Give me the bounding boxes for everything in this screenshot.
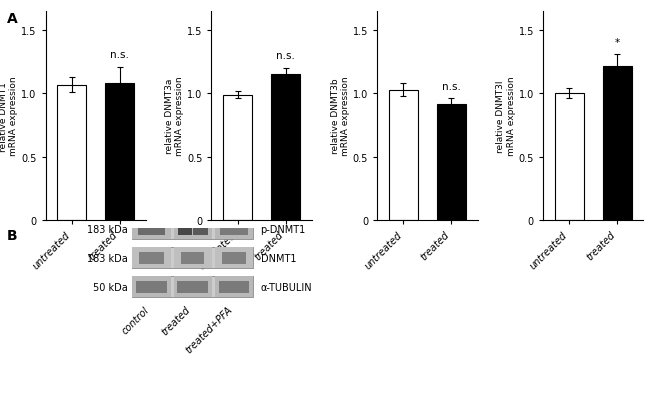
Text: n.s.: n.s. (442, 82, 461, 92)
Bar (389, 90, 418, 221)
Y-axis label: relative DNMT3l
mRNA expression: relative DNMT3l mRNA expression (497, 77, 516, 156)
Text: *: * (615, 37, 619, 47)
Bar (224, 95, 252, 221)
Bar (181, 253, 204, 264)
Y-axis label: relative DNMT3a
mRNA expression: relative DNMT3a mRNA expression (164, 77, 184, 156)
Text: n.s.: n.s. (111, 50, 129, 60)
Bar (222, 253, 246, 264)
Bar (138, 224, 165, 235)
Bar (139, 253, 164, 264)
Bar (178, 224, 192, 235)
Text: 183 kDa: 183 kDa (86, 225, 127, 234)
Bar (220, 224, 248, 235)
Text: A: A (6, 12, 18, 26)
Bar (193, 224, 208, 235)
Bar (133, 277, 170, 298)
Bar (555, 94, 584, 221)
Bar (133, 248, 170, 269)
Bar (133, 248, 253, 269)
Text: treated+PFA: treated+PFA (183, 304, 234, 354)
Bar (133, 219, 170, 240)
Bar (215, 248, 253, 269)
Y-axis label: relative DNMT3b
mRNA expression: relative DNMT3b mRNA expression (331, 77, 350, 156)
Bar (133, 277, 253, 298)
Bar (174, 277, 212, 298)
Bar (174, 219, 212, 240)
Text: DNMT1: DNMT1 (261, 253, 296, 263)
Bar (271, 75, 300, 221)
Text: B: B (6, 229, 17, 243)
Text: α-TUBULIN: α-TUBULIN (261, 282, 312, 292)
Text: p-DNMT1: p-DNMT1 (261, 225, 306, 234)
Bar (57, 85, 86, 221)
Bar (215, 219, 253, 240)
Text: control: control (120, 304, 151, 335)
Y-axis label: relative DNMT1
mRNA expression: relative DNMT1 mRNA expression (0, 77, 18, 156)
Text: n.s.: n.s. (276, 51, 295, 61)
Bar (174, 248, 212, 269)
Bar (177, 282, 208, 293)
Text: 50 kDa: 50 kDa (93, 282, 127, 292)
Bar (603, 67, 632, 221)
Bar (437, 104, 465, 221)
Bar (105, 84, 134, 221)
Bar (136, 282, 167, 293)
Bar (133, 219, 253, 240)
Bar (215, 277, 253, 298)
Bar (218, 282, 250, 293)
Text: 183 kDa: 183 kDa (86, 253, 127, 263)
Text: treated: treated (160, 304, 193, 336)
